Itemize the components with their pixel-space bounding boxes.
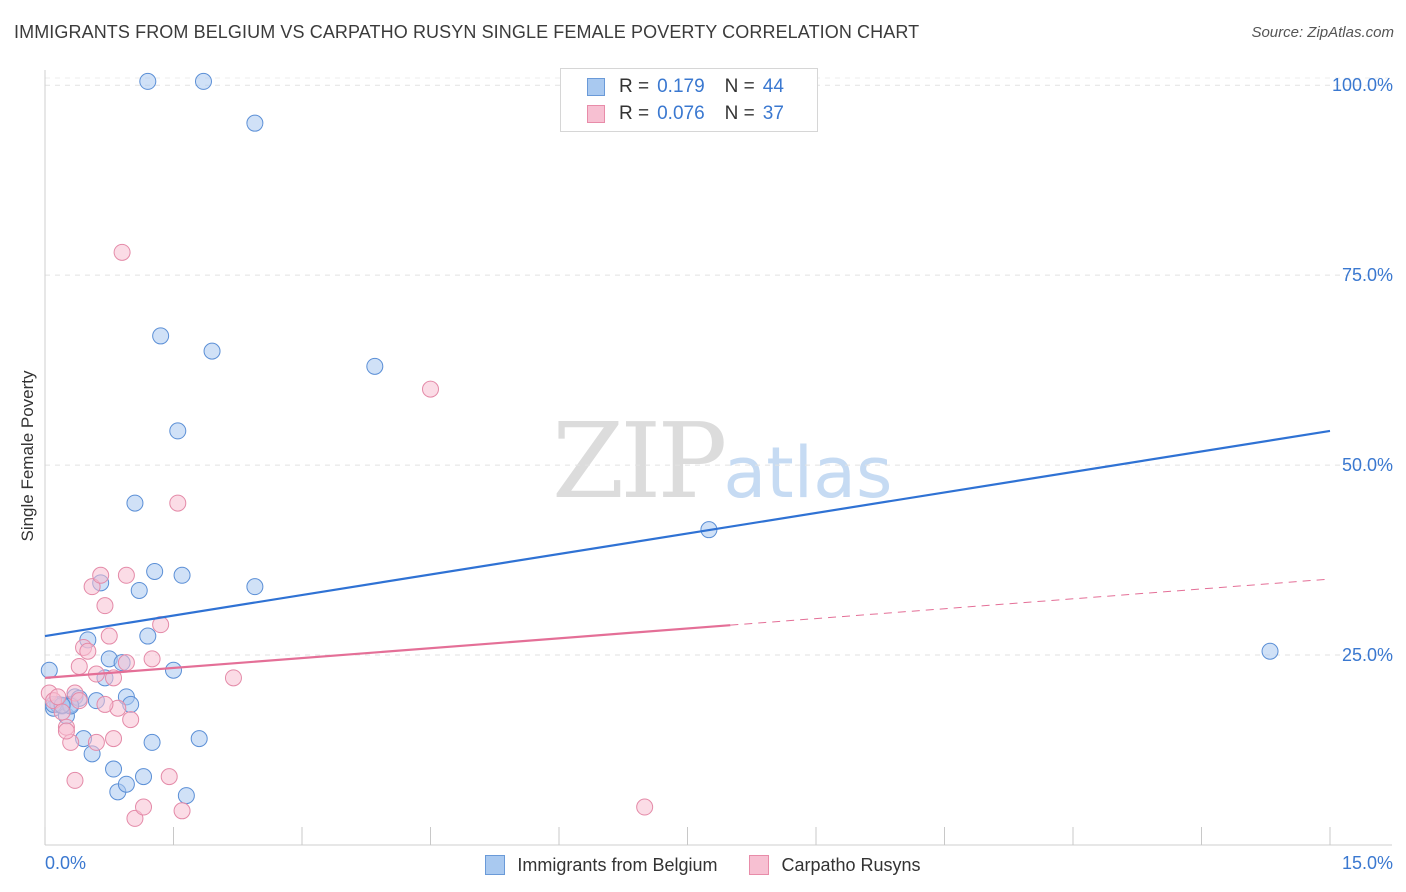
rusyns-point <box>53 703 71 721</box>
rusyns-trend-line-dashed <box>730 578 1331 626</box>
rusyns-point <box>173 802 191 820</box>
belgium-point <box>173 566 191 584</box>
watermark-atlas: atlas <box>723 432 893 514</box>
rusyns-point <box>117 566 135 584</box>
rusyns-point <box>66 771 84 789</box>
belgium-swatch <box>587 78 605 96</box>
rusyns-point <box>422 380 439 398</box>
belgium-point <box>246 114 264 132</box>
legend-label: Immigrants from Belgium <box>517 854 718 875</box>
rusyns-point <box>105 730 123 748</box>
x-tick-label: 0.0% <box>45 853 86 873</box>
rusyns-point <box>224 669 242 687</box>
belgium-point <box>190 730 208 748</box>
belgium-point <box>1261 642 1279 660</box>
belgium-point <box>105 760 123 778</box>
belgium-point <box>126 494 144 512</box>
rusyns-point <box>92 566 110 584</box>
rusyns-trend-line <box>44 624 731 679</box>
legend-label: Carpatho Rusyns <box>781 854 921 875</box>
rusyns-point <box>117 654 135 672</box>
legend-item-belgium[interactable]: Immigrants from Belgium <box>485 855 717 876</box>
y-tick-label: 100.0% <box>1332 75 1393 95</box>
belgium-point <box>146 562 164 580</box>
chart-title: IMMIGRANTS FROM BELGIUM VS CARPATHO RUSY… <box>14 22 920 42</box>
belgium-point <box>135 768 153 786</box>
belgium-point <box>143 733 161 751</box>
n-value: 37 <box>762 103 784 124</box>
rusyns-point <box>122 711 140 729</box>
r-value: 0.076 <box>657 103 705 124</box>
r-label: R = <box>619 76 650 97</box>
series-legend: Immigrants from Belgium Carpatho Rusyns <box>0 852 1406 878</box>
rusyns-point <box>169 494 187 512</box>
rusyns-point <box>160 768 178 786</box>
n-value: 44 <box>762 76 784 97</box>
stats-legend-row-rusyns: R = 0.076 N = 37 <box>587 102 784 126</box>
rusyns-point <box>70 657 88 675</box>
rusyns-point <box>83 578 101 596</box>
belgium-trend-line <box>44 429 1331 638</box>
belgium-point <box>177 787 195 805</box>
rusyns-point <box>79 642 97 660</box>
rusyns-point <box>49 688 67 706</box>
r-value: 0.179 <box>657 76 705 97</box>
rusyns-point <box>70 692 88 710</box>
rusyns-swatch <box>587 105 605 123</box>
belgium-point <box>40 661 58 679</box>
rusyns-point <box>100 627 118 645</box>
belgium-point <box>203 342 221 360</box>
y-tick-label: 50.0% <box>1342 455 1393 475</box>
belgium-point <box>194 72 212 90</box>
rusyns-point <box>57 722 75 740</box>
stats-legend-row-belgium: R = 0.179 N = 44 <box>587 75 784 99</box>
rusyns-point <box>135 798 153 816</box>
belgium-legend-swatch <box>485 855 506 875</box>
rusyns-point <box>636 798 654 816</box>
x-tick-label: 15.0% <box>1342 853 1393 873</box>
belgium-point <box>130 581 148 599</box>
belgium-point <box>117 775 135 793</box>
y-tick-label: 25.0% <box>1342 645 1393 665</box>
rusyns-point <box>113 243 131 261</box>
rusyns-point <box>126 809 144 827</box>
n-label: N = <box>724 76 755 97</box>
belgium-point <box>246 578 264 596</box>
rusyns-point <box>87 733 105 751</box>
belgium-point <box>366 357 384 375</box>
rusyns-point <box>96 695 114 713</box>
r-label: R = <box>619 103 650 124</box>
belgium-point <box>139 72 157 90</box>
source-label: Source: ZipAtlas.com <box>1251 24 1394 41</box>
belgium-point <box>169 422 187 440</box>
belgium-point <box>165 661 182 679</box>
belgium-point <box>139 627 157 645</box>
n-label: N = <box>724 103 755 124</box>
rusyns-legend-swatch <box>749 855 770 875</box>
watermark: ZIPatlas <box>552 400 892 522</box>
watermark-zip: ZIP <box>552 400 727 522</box>
rusyns-point <box>96 597 114 615</box>
stats-legend: R = 0.179 N = 44 R = 0.076 N = 37 <box>560 68 818 132</box>
y-tick-label: 75.0% <box>1342 265 1393 285</box>
belgium-point <box>152 327 170 345</box>
rusyns-point <box>143 650 161 668</box>
legend-item-rusyns[interactable]: Carpatho Rusyns <box>749 854 921 876</box>
